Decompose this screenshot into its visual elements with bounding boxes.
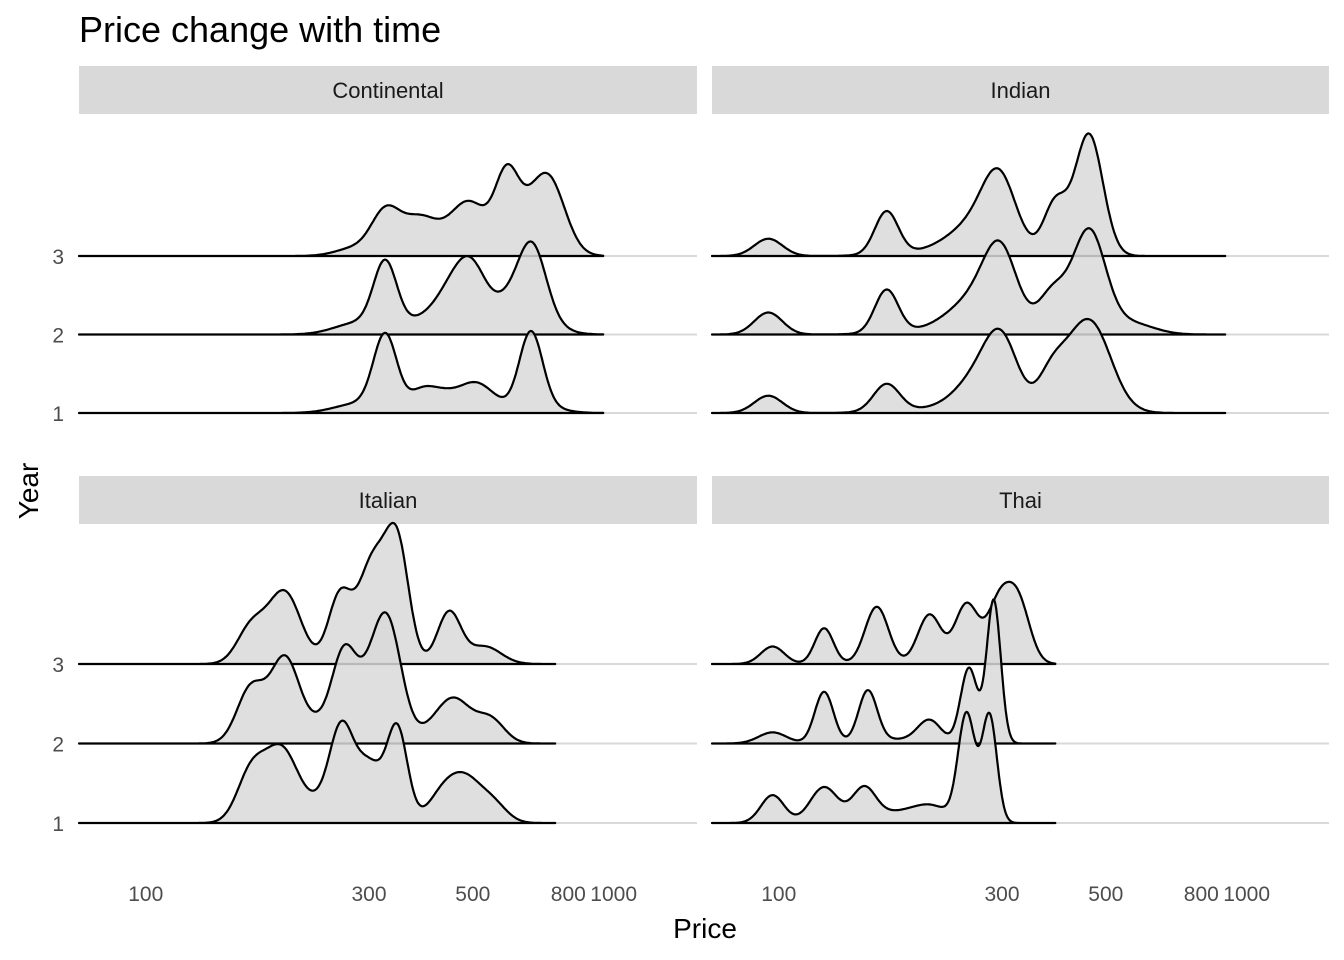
ridge-year-3 (77, 521, 557, 666)
x-tick-label: 300 (351, 883, 386, 906)
facet-strip-label: Continental (332, 78, 443, 103)
x-axis: 100 300 500 800 1000 100 300 500 800 1000 (128, 883, 1270, 906)
y-tick-label: 1 (52, 813, 64, 836)
x-tick-label: 500 (455, 883, 490, 906)
facet-strip-label: Italian (359, 488, 418, 513)
ridge-year-1 (710, 317, 1227, 415)
y-tick-label: 2 (52, 325, 64, 348)
facet-strip-label: Thai (999, 488, 1042, 513)
ridge-year-1 (77, 329, 605, 415)
facet-panels: Continental Indian Italian Thai (77, 66, 1329, 825)
facet-indian: Indian (710, 66, 1329, 415)
y-axis-label: Year (13, 463, 44, 520)
y-tick-label: 3 (52, 654, 64, 677)
x-tick-label: 100 (128, 883, 163, 906)
x-tick-label: 500 (1088, 883, 1123, 906)
x-tick-label: 1000 (590, 883, 637, 906)
y-tick-label: 1 (52, 403, 64, 426)
facet-strip (712, 66, 1329, 114)
y-axis: 1 2 3 1 2 3 (52, 246, 64, 836)
facet-continental: Continental (77, 66, 697, 415)
facet-strip (79, 476, 697, 524)
ridge-year-3 (77, 163, 605, 258)
chart-title: Price change with time (79, 9, 441, 50)
ridge-year-2 (77, 611, 557, 745)
ridge-year-3 (710, 580, 1057, 666)
facet-strip (79, 66, 697, 114)
x-axis-label: Price (673, 913, 737, 944)
ridge-year-1 (710, 710, 1057, 825)
ridge-year-2 (710, 598, 1057, 745)
facet-thai: Thai (710, 476, 1329, 825)
ridge-year-3 (710, 132, 1227, 258)
facet-strip (712, 476, 1329, 524)
ridge-year-2 (77, 240, 605, 336)
x-tick-label: 800 (1184, 883, 1219, 906)
x-tick-label: 300 (984, 883, 1019, 906)
x-tick-label: 800 (551, 883, 586, 906)
facet-italian: Italian (77, 476, 697, 825)
x-tick-label: 1000 (1223, 883, 1270, 906)
y-tick-label: 3 (52, 246, 64, 269)
ridge-year-1 (77, 719, 557, 825)
ridge-year-2 (710, 227, 1227, 336)
x-tick-label: 100 (761, 883, 796, 906)
facet-strip-label: Indian (991, 78, 1051, 103)
y-tick-label: 2 (52, 734, 64, 757)
